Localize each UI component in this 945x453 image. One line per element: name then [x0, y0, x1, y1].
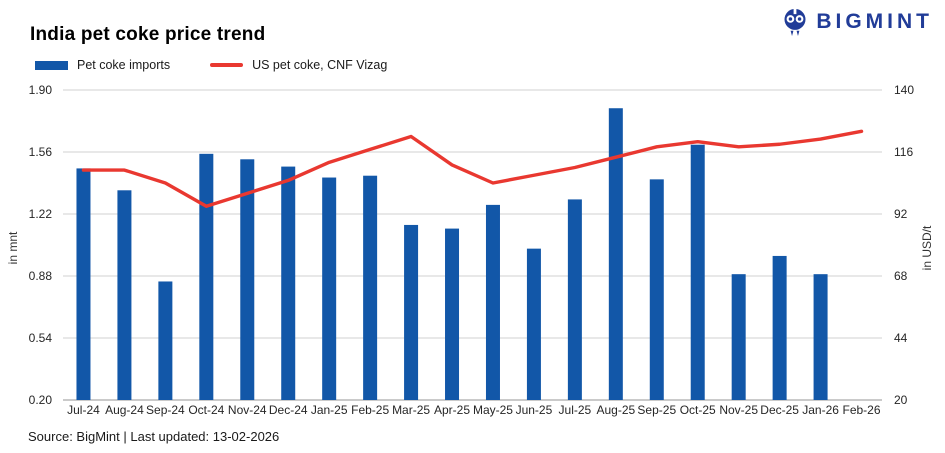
x-axis-tick: Feb-26	[843, 403, 881, 417]
left-axis-tick: 1.90	[29, 83, 53, 97]
x-axis-tick: Nov-25	[719, 403, 758, 417]
x-axis-tick: Jun-25	[516, 403, 553, 417]
line-series-swatch	[210, 63, 244, 67]
x-axis-tick: Oct-24	[188, 403, 224, 417]
import-bar	[158, 281, 173, 400]
x-axis-tick: Oct-25	[680, 403, 716, 417]
import-bar	[731, 274, 746, 400]
import-bar	[322, 177, 337, 400]
legend-label-price: US pet coke, CNF Vizag	[252, 58, 388, 72]
right-axis-tick: 44	[894, 331, 908, 345]
legend-item-imports: Pet coke imports	[35, 58, 170, 72]
bigmint-logo: BIGMINT	[781, 7, 933, 37]
x-axis-tick: Jul-24	[67, 403, 100, 417]
left-axis-tick: 1.56	[29, 145, 53, 159]
x-axis-tick: Mar-25	[392, 403, 430, 417]
x-axis-tick: Jul-25	[559, 403, 592, 417]
import-bar	[240, 159, 255, 400]
x-axis-tick: Dec-25	[760, 403, 799, 417]
import-bar	[690, 144, 705, 400]
x-axis-tick: Aug-24	[105, 403, 144, 417]
right-axis-title: in USD/t	[920, 225, 934, 271]
legend-label-imports: Pet coke imports	[77, 58, 171, 72]
import-bar	[445, 228, 460, 400]
legend-item-price: US pet coke, CNF Vizag	[210, 58, 387, 72]
chart-legend: Pet coke imports US pet coke, CNF Vizag	[35, 58, 387, 72]
right-axis-tick: 92	[894, 207, 908, 221]
import-bar	[526, 248, 541, 400]
right-axis-tick: 20	[894, 393, 908, 407]
import-bar	[363, 175, 378, 400]
x-axis-tick: Jan-25	[311, 403, 348, 417]
import-bar	[649, 179, 664, 400]
bigmint-owl-icon	[784, 8, 806, 36]
import-bar	[608, 108, 623, 400]
import-bar	[567, 199, 582, 400]
import-bar	[485, 204, 500, 400]
right-axis-tick: 140	[894, 83, 914, 97]
import-bar	[813, 274, 828, 400]
left-axis-tick: 0.54	[29, 331, 53, 345]
x-axis-tick: Feb-25	[351, 403, 389, 417]
import-bar	[281, 166, 296, 400]
bar-series-swatch	[35, 60, 68, 70]
x-axis-tick: Apr-25	[434, 403, 470, 417]
x-axis-tick: Dec-24	[269, 403, 308, 417]
x-axis-tick: Aug-25	[596, 403, 635, 417]
right-axis-tick: 116	[894, 145, 913, 159]
left-axis-tick: 0.20	[29, 393, 53, 407]
x-axis-tick: Sep-25	[637, 403, 676, 417]
page-title: India pet coke price trend	[30, 24, 266, 45]
price-line	[81, 129, 864, 208]
brand-name: BIGMINT	[816, 10, 933, 33]
left-axis-title: in mnt	[6, 231, 20, 265]
x-axis-tick: Jan-26	[802, 403, 839, 417]
source-note: Source: BigMint | Last updated: 13-02-20…	[28, 429, 280, 444]
x-axis-tick: Sep-24	[146, 403, 185, 417]
left-axis-tick: 0.88	[29, 269, 53, 283]
import-bar	[199, 153, 214, 400]
import-bar	[76, 168, 91, 400]
right-axis-tick: 68	[894, 269, 908, 283]
import-bar	[772, 255, 787, 400]
x-axis-tick: May-25	[473, 403, 513, 417]
import-bar	[117, 190, 132, 400]
import-bar	[404, 224, 419, 400]
left-axis-tick: 1.22	[29, 207, 53, 221]
x-axis-tick: Nov-24	[228, 403, 267, 417]
